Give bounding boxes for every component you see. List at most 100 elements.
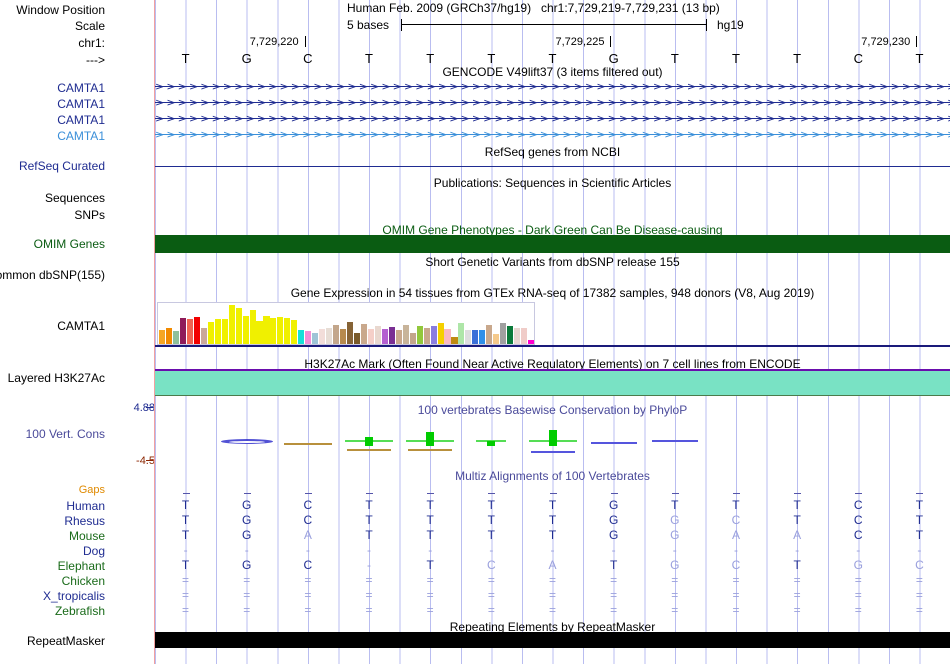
label-publications-sequences[interactable]: Sequences bbox=[44, 191, 105, 205]
label-100-vert-cons[interactable]: 100 Vert. Cons bbox=[25, 427, 105, 441]
gap-tick bbox=[549, 493, 557, 494]
label-layered-h3k27ac[interactable]: Layered H3K27Ac bbox=[7, 371, 105, 385]
gtex-tissue-bar[interactable] bbox=[374, 326, 381, 344]
gtex-tissue-bar[interactable] bbox=[381, 329, 388, 344]
gtex-tissue-bar[interactable] bbox=[409, 333, 416, 344]
multiz-species-row[interactable]: = = = = = = = = = = = = = bbox=[155, 589, 950, 601]
label-gencode-row-1[interactable]: CAMTA1 bbox=[57, 81, 105, 95]
label-species-human[interactable]: Human bbox=[66, 499, 105, 513]
multiz-base: C bbox=[853, 528, 863, 542]
multiz-species-row[interactable]: = = = = = = = = = = = = = bbox=[155, 574, 950, 586]
gtex-tissue-bar[interactable] bbox=[263, 315, 270, 344]
gtex-tissue-bar[interactable] bbox=[326, 328, 333, 344]
gtex-tissue-bar[interactable] bbox=[472, 329, 479, 344]
repeatmasker-bar[interactable] bbox=[155, 632, 950, 648]
multiz-species-row[interactable]: = = = = = = = = = = = = = bbox=[155, 604, 950, 616]
gtex-tissue-bar[interactable] bbox=[235, 307, 242, 344]
label-species-rhesus[interactable]: Rhesus bbox=[64, 514, 105, 528]
gtex-tissue-bar[interactable] bbox=[507, 325, 514, 344]
gtex-tissue-bar[interactable] bbox=[486, 324, 493, 344]
multiz-base: T bbox=[181, 528, 190, 542]
refseq-gene-line[interactable] bbox=[155, 166, 950, 167]
gtex-tissue-bar[interactable] bbox=[395, 330, 402, 344]
label-gtex-gene[interactable]: CAMTA1 bbox=[57, 319, 105, 333]
label-species-elephant[interactable]: Elephant bbox=[57, 559, 105, 573]
gtex-tissue-bar[interactable] bbox=[465, 330, 472, 344]
gtex-tissue-bar[interactable] bbox=[423, 328, 430, 344]
gtex-tissue-bar[interactable] bbox=[270, 317, 277, 344]
multiz-species-row[interactable]: ------------- bbox=[155, 544, 950, 556]
gtex-tissue-bar[interactable] bbox=[528, 339, 535, 344]
gtex-tissue-bar[interactable] bbox=[298, 330, 305, 344]
gtex-tissue-bar[interactable] bbox=[284, 317, 291, 344]
gtex-tissue-bar[interactable] bbox=[493, 333, 500, 344]
gtex-tissue-bar[interactable] bbox=[353, 332, 361, 344]
gtex-tissue-bar[interactable] bbox=[458, 322, 465, 344]
gencode-transcript-row[interactable]: >>>>>>>>>>>>>>>>>>>>>>>>>>>>>>>>>>>>>>>>… bbox=[155, 113, 950, 124]
gtex-tissue-bar[interactable] bbox=[291, 320, 298, 344]
multiz-base: - bbox=[550, 543, 555, 557]
label-gencode-row-3[interactable]: CAMTA1 bbox=[57, 113, 105, 127]
label-species-dog[interactable]: Dog bbox=[82, 544, 105, 558]
gtex-tissue-bar[interactable] bbox=[360, 323, 367, 344]
gtex-tissue-bar[interactable] bbox=[340, 329, 347, 344]
omim-gene-bar[interactable] bbox=[155, 235, 950, 253]
gtex-tissue-bar[interactable] bbox=[193, 316, 200, 344]
gtex-tissue-bar[interactable] bbox=[388, 327, 395, 344]
label-species-zebrafish[interactable]: Zebrafish bbox=[54, 604, 105, 618]
gtex-tissue-bar[interactable] bbox=[277, 317, 284, 344]
gtex-tissue-bar[interactable] bbox=[221, 318, 228, 344]
gencode-transcript-row[interactable]: >>>>>>>>>>>>>>>>>>>>>>>>>>>>>>>>>>>>>>>>… bbox=[155, 129, 950, 140]
gtex-tissue-bar[interactable] bbox=[319, 329, 326, 344]
gtex-tissue-bar[interactable] bbox=[186, 318, 193, 344]
gtex-tissue-bar[interactable] bbox=[444, 328, 451, 344]
gtex-tissue-bar[interactable] bbox=[479, 330, 486, 344]
label-species-chicken[interactable]: Chicken bbox=[61, 574, 105, 588]
multiz-base: - bbox=[795, 543, 800, 557]
track-data-area[interactable]: Human Feb. 2009 (GRCh37/hg19) chr1:7,729… bbox=[155, 0, 950, 664]
gtex-tissue-bar[interactable] bbox=[256, 321, 263, 344]
label-refseq-curated[interactable]: RefSeq Curated bbox=[18, 159, 105, 173]
gtex-tissue-bar[interactable] bbox=[207, 322, 214, 344]
gtex-tissue-bar[interactable] bbox=[430, 326, 437, 344]
gencode-transcript-row[interactable]: >>>>>>>>>>>>>>>>>>>>>>>>>>>>>>>>>>>>>>>>… bbox=[155, 81, 950, 92]
gtex-tissue-bar[interactable] bbox=[402, 325, 409, 344]
gtex-tissue-bar[interactable] bbox=[242, 316, 249, 344]
gtex-tissue-bar[interactable] bbox=[249, 310, 256, 344]
label-species-mouse[interactable]: Mouse bbox=[68, 529, 105, 543]
label-gencode-row-2[interactable]: CAMTA1 bbox=[57, 97, 105, 111]
gtex-tissue-bar[interactable] bbox=[179, 318, 186, 344]
label-gaps[interactable]: Gaps bbox=[78, 484, 105, 496]
label-gencode-row-4[interactable]: CAMTA1 bbox=[57, 129, 105, 143]
gtex-tissue-bar[interactable] bbox=[521, 328, 528, 344]
gtex-tissue-bar[interactable] bbox=[312, 332, 319, 344]
gtex-tissue-bar[interactable] bbox=[159, 330, 166, 344]
gtex-tissue-bar[interactable] bbox=[228, 305, 235, 344]
gtex-tissue-bar[interactable] bbox=[200, 327, 207, 344]
h3k27ac-signal-band[interactable] bbox=[155, 371, 950, 395]
gtex-bar-chart[interactable] bbox=[157, 302, 535, 345]
gtex-tissue-bar[interactable] bbox=[514, 328, 521, 344]
label-repeatmasker[interactable]: RepeatMasker bbox=[26, 634, 105, 648]
gtex-tissue-bar[interactable] bbox=[305, 331, 312, 344]
gtex-tissue-bar[interactable] bbox=[347, 322, 354, 344]
gtex-tissue-bar[interactable] bbox=[437, 322, 444, 344]
gtex-tissue-bar[interactable] bbox=[500, 323, 507, 344]
gtex-tissue-bar[interactable] bbox=[333, 325, 340, 344]
gtex-tissue-bar[interactable] bbox=[367, 328, 374, 344]
gencode-transcript-row[interactable]: >>>>>>>>>>>>>>>>>>>>>>>>>>>>>>>>>>>>>>>>… bbox=[155, 97, 950, 108]
gtex-tissue-bar[interactable] bbox=[451, 337, 458, 344]
label-omim-genes[interactable]: OMIM Genes bbox=[33, 237, 105, 251]
gtex-tissue-bar[interactable] bbox=[214, 318, 221, 344]
label-species-xtropicalis[interactable]: X_tropicalis bbox=[42, 589, 105, 603]
label-publications-snps[interactable]: SNPs bbox=[74, 208, 105, 222]
multiz-base: = bbox=[548, 588, 556, 602]
gtex-tissue-bar[interactable] bbox=[172, 331, 179, 344]
gtex-tissue-bar[interactable] bbox=[165, 327, 173, 344]
label-common-dbsnp[interactable]: Common dbSNP(155) bbox=[0, 268, 105, 282]
gtex-tissue-bar[interactable] bbox=[416, 325, 423, 344]
